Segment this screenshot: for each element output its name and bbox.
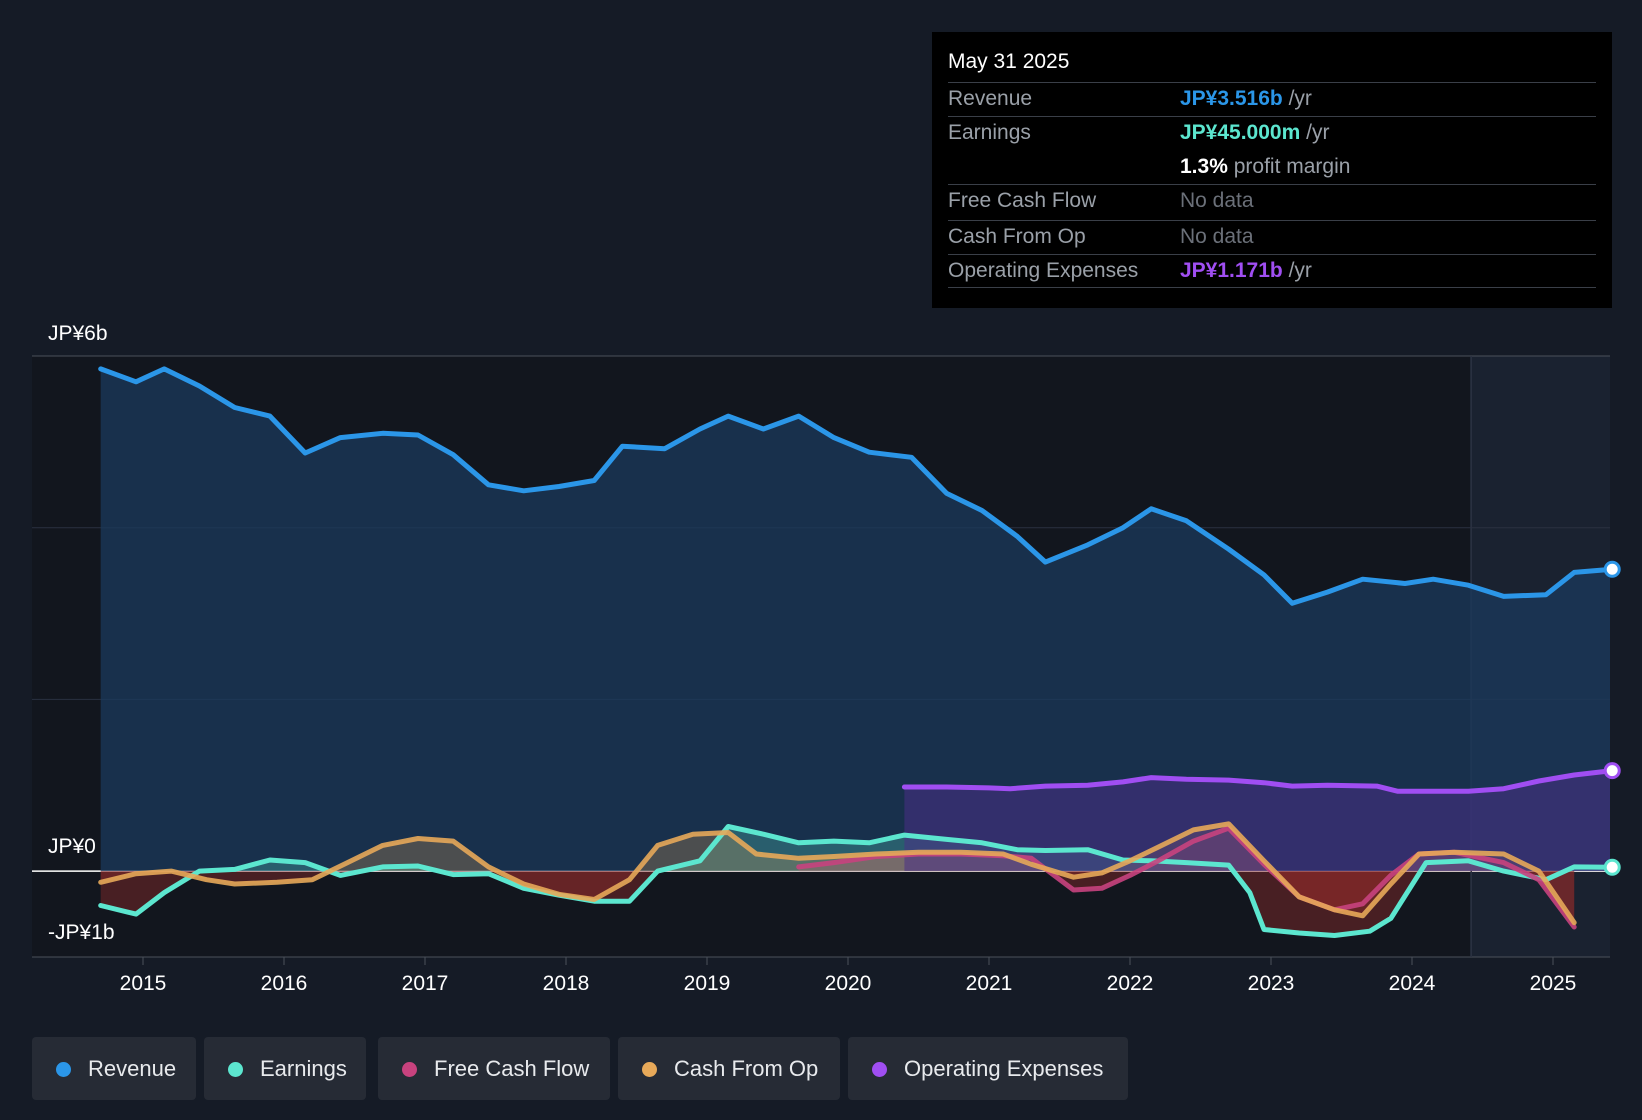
- legend-item-free-cash-flow[interactable]: Free Cash Flow: [378, 1037, 610, 1100]
- legend-label: Free Cash Flow: [434, 1056, 590, 1081]
- cfo-value: No data: [1180, 225, 1254, 248]
- operating-expenses-area: [904, 770, 1610, 871]
- legend-label: Operating Expenses: [904, 1056, 1104, 1081]
- legend-dot-icon: [642, 1062, 657, 1077]
- tooltip-value: JP¥3.516b /yr: [1180, 87, 1312, 111]
- operating-expenses-end-marker: [1603, 762, 1621, 780]
- x-tick-label: 2020: [825, 972, 872, 995]
- x-tick-label: 2017: [402, 972, 449, 995]
- legend-dot-icon: [56, 1062, 71, 1077]
- cash-from-op-negative-area: [100, 871, 1575, 923]
- profit-margin-text: profit margin: [1233, 155, 1351, 178]
- y-tick-label: JP¥0: [48, 835, 96, 858]
- legend-label: Revenue: [88, 1056, 177, 1081]
- tooltip-date: May 31 2025: [948, 50, 1070, 73]
- tooltip-label: Cash From Op: [948, 225, 1086, 248]
- tooltip-row-earnings: Earnings JP¥45.000m /yr 1.3% profit marg…: [948, 116, 1596, 183]
- x-tick-label: 2016: [261, 972, 308, 995]
- legend-item-revenue[interactable]: Revenue: [32, 1037, 196, 1100]
- tooltip-panel: May 31 2025 Revenue JP¥3.516b /yr Earnin…: [932, 32, 1612, 308]
- tooltip-label: Free Cash Flow: [948, 189, 1097, 212]
- revenue-value: JP¥3.516b: [1180, 87, 1283, 110]
- legend-dot-icon: [228, 1062, 243, 1077]
- tooltip-label: Earnings: [948, 121, 1031, 144]
- fcf-value: No data: [1180, 189, 1254, 212]
- revenue-area: [100, 368, 1610, 871]
- tooltip-row-revenue: Revenue JP¥3.516b /yr: [948, 82, 1596, 115]
- y-tick-label: -JP¥1b: [48, 921, 115, 944]
- x-tick-label: 2019: [684, 972, 731, 995]
- revenue-end-marker: [1603, 560, 1621, 578]
- tooltip-row-cfo: Cash From Op No data: [948, 220, 1596, 253]
- earnings-negative-area: [100, 871, 1610, 936]
- profit-margin-value: 1.3%: [1180, 155, 1228, 178]
- legend-dot-icon: [872, 1062, 887, 1077]
- y-tick-label: JP¥6b: [48, 322, 108, 345]
- legend-dot-icon: [402, 1062, 417, 1077]
- unit: /yr: [1288, 87, 1312, 110]
- x-tick-label: 2025: [1530, 972, 1577, 995]
- tooltip-value: JP¥1.171b /yr: [1180, 259, 1312, 283]
- legend-label: Cash From Op: [674, 1056, 819, 1081]
- operating-expenses-line: [901, 768, 1615, 794]
- cash-from-op-line: [98, 821, 1577, 926]
- legend-label: Earnings: [260, 1056, 347, 1081]
- tooltip-row-fcf: Free Cash Flow No data: [948, 184, 1596, 217]
- opex-value: JP¥1.171b: [1180, 259, 1283, 282]
- profit-margin: 1.3% profit margin: [1180, 155, 1350, 179]
- tooltip-row-opex: Operating Expenses JP¥1.171b /yr: [948, 254, 1596, 288]
- x-tick-label: 2022: [1107, 972, 1154, 995]
- x-tick-label: 2015: [120, 972, 167, 995]
- revenue-line: [98, 366, 1615, 606]
- legend-item-earnings[interactable]: Earnings: [204, 1037, 366, 1100]
- earnings-line: [98, 824, 1615, 938]
- x-tick-label: 2023: [1248, 972, 1295, 995]
- unit: /yr: [1288, 259, 1312, 282]
- x-tick-label: 2021: [966, 972, 1013, 995]
- x-tick-label: 2024: [1389, 972, 1436, 995]
- earnings-end-marker: [1603, 858, 1621, 876]
- tooltip-label: Operating Expenses: [948, 259, 1139, 282]
- earnings-value: JP¥45.000m: [1180, 121, 1301, 144]
- tooltip-value: JP¥45.000m /yr: [1180, 121, 1329, 145]
- unit: /yr: [1306, 121, 1330, 144]
- legend-item-cash-from-op[interactable]: Cash From Op: [618, 1037, 840, 1100]
- legend-item-operating-expenses[interactable]: Operating Expenses: [848, 1037, 1128, 1100]
- x-tick-label: 2018: [543, 972, 590, 995]
- tooltip-label: Revenue: [948, 87, 1033, 110]
